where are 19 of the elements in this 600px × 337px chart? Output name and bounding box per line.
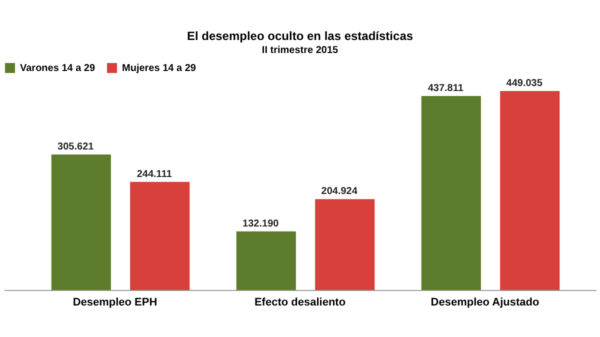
bar [236, 231, 296, 290]
x-tick-label: Desempleo Ajustado [430, 296, 540, 308]
data-label: 449.035 [506, 78, 543, 89]
chart-title: El desempleo oculto en las estadísticas [186, 29, 414, 43]
x-tick-label: Efecto desaliento [254, 296, 346, 308]
data-label: 132.190 [242, 218, 280, 230]
data-label: 305.621 [58, 142, 94, 153]
legend-label: Varones 14 a 29 [20, 63, 96, 74]
bar [315, 199, 375, 290]
bar [421, 96, 481, 290]
bar [500, 91, 560, 290]
legend-label: Mujeres 14 a 29 [122, 63, 196, 74]
data-label: 204.924 [321, 186, 358, 198]
chart-subtitle: II trimestre 2015 [262, 45, 339, 56]
x-tick-label: Desempleo EPH [72, 296, 158, 308]
bar [130, 182, 190, 290]
data-label: 244.111 [136, 168, 172, 180]
data-label: 437.811 [428, 82, 464, 94]
bar [51, 154, 111, 290]
